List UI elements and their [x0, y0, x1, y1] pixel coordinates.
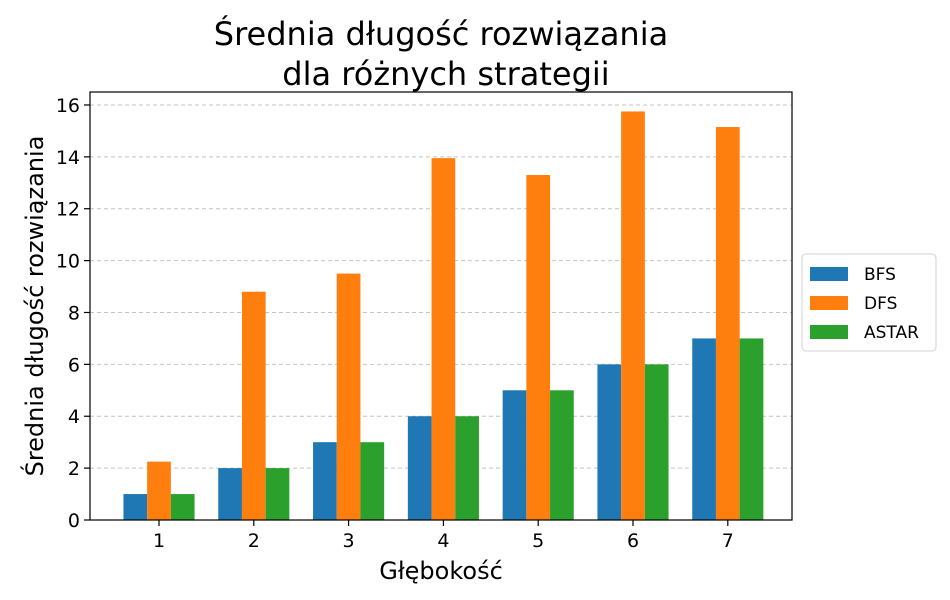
bar-dfs-3: [336, 273, 361, 520]
x-tick-label: 1: [153, 530, 165, 552]
bar-bfs-2: [218, 468, 242, 520]
legend-swatch-astar: [810, 325, 848, 339]
bar-astar-1: [170, 494, 195, 520]
x-axis-ticks: 1 2 3 4 5 6 7: [153, 520, 734, 552]
y-tick-label: 6: [68, 354, 80, 376]
y-tick-label: 16: [56, 95, 80, 117]
bar-astar-7: [739, 338, 764, 520]
y-tick-label: 12: [56, 199, 80, 221]
bar-dfs-6: [621, 111, 645, 521]
x-tick-label: 4: [437, 530, 449, 552]
legend-swatch-bfs: [810, 267, 848, 281]
bar-dfs-7: [715, 127, 740, 520]
bar-astar-6: [644, 364, 669, 520]
y-tick-label: 8: [68, 302, 80, 324]
plot-frame: [89, 91, 793, 521]
bar-astar-3: [360, 442, 385, 520]
chart-title-line-2: dla różnych strategii: [282, 55, 609, 93]
bar-bfs-7: [692, 338, 716, 520]
bar-astar-2: [265, 468, 290, 520]
bar-astar-4: [455, 416, 479, 520]
legend-label-dfs: DFS: [864, 294, 897, 314]
x-tick-label: 6: [627, 530, 639, 552]
chart-title-line-1: Średnia długość rozwiązania: [214, 14, 668, 53]
bar-bfs-6: [597, 364, 622, 520]
bar-bfs-5: [502, 390, 527, 520]
x-tick-label: 3: [343, 530, 355, 552]
y-tick-label: 14: [56, 147, 80, 169]
legend-swatch-dfs: [810, 296, 848, 310]
bar-dfs-4: [431, 158, 456, 521]
bar-dfs-2: [241, 291, 266, 520]
bars: [123, 111, 764, 521]
y-tick-label: 2: [68, 458, 80, 480]
x-axis-label: Głębokość: [379, 557, 503, 585]
bar-astar-5: [550, 390, 574, 520]
y-axis-label: Średnia długość rozwiązania: [19, 136, 49, 477]
y-axis-ticks: 0 2 4 6 8 10 12 14 16: [56, 95, 90, 532]
bar-bfs-3: [313, 442, 337, 520]
x-tick-label: 2: [248, 530, 260, 552]
bar-bfs-4: [407, 416, 432, 520]
y-tick-label: 4: [68, 406, 80, 428]
y-tick-label: 0: [68, 510, 80, 532]
bar-bfs-1: [123, 494, 148, 520]
legend: BFS DFS ASTAR: [801, 253, 937, 352]
bar-dfs-1: [147, 461, 171, 520]
legend-label-astar: ASTAR: [864, 323, 919, 343]
legend-label-bfs: BFS: [864, 265, 896, 285]
x-tick-label: 5: [532, 530, 544, 552]
y-tick-label: 10: [56, 251, 80, 273]
x-tick-label: 7: [722, 530, 734, 552]
bar-dfs-5: [526, 175, 551, 521]
